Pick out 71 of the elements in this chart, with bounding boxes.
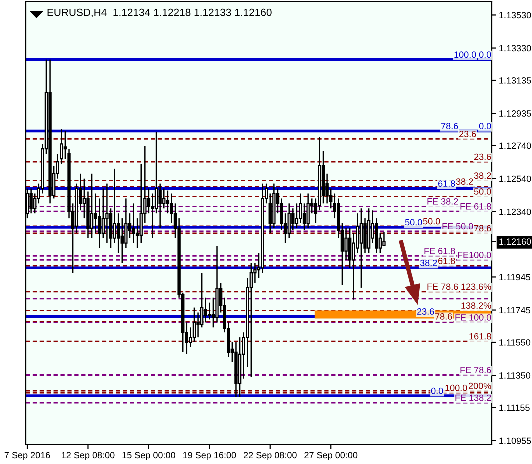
x-tick-label: 15 Sep 00:00 bbox=[122, 452, 176, 460]
text: EURUSD,H4 1.12134 1.12218 1.12133 1.12160 bbox=[48, 8, 272, 18]
candlestick bbox=[250, 262, 254, 378]
candlestick bbox=[306, 193, 310, 230]
candlestick bbox=[162, 188, 166, 210]
candlestick bbox=[192, 307, 196, 344]
y-tick-label: 1.12160 bbox=[500, 238, 532, 246]
y-tick-label: 1.12340 bbox=[500, 208, 532, 216]
annotation: 200% bbox=[468, 382, 492, 390]
candlestick bbox=[344, 228, 348, 261]
annotation: FE 61.8 bbox=[424, 248, 456, 254]
y-tick-label: 1.13530 bbox=[500, 12, 532, 19]
y-tick-label: 1.11350 bbox=[500, 372, 531, 379]
annotation: FE 78.6 bbox=[428, 284, 458, 290]
annotation: 161.8 bbox=[470, 333, 492, 340]
candlestick bbox=[288, 203, 291, 239]
x-tick-label: 27 Sep 00:00 bbox=[304, 452, 358, 460]
annotation: 23.6 bbox=[474, 154, 492, 160]
annotation: 23.6 bbox=[418, 308, 434, 315]
annotation: 50.0 bbox=[423, 218, 440, 225]
annotation: 78.6 bbox=[474, 225, 492, 232]
annotation: 0.0 bbox=[431, 388, 444, 394]
candlestick bbox=[204, 297, 208, 324]
annotation: 100.0 bbox=[446, 384, 468, 392]
annotation: 138.2% bbox=[462, 302, 492, 309]
x-tick-label: 12 Sep 08:00 bbox=[62, 452, 115, 460]
candlestick bbox=[113, 168, 116, 244]
y-tick-label: 1.13135 bbox=[500, 77, 532, 84]
x-tick-label: 19 Sep 16:00 bbox=[184, 452, 236, 460]
y-tick-label: 1.11550 bbox=[500, 339, 531, 346]
candlestick bbox=[90, 173, 94, 239]
y-tick-label: 1.11155 bbox=[500, 404, 530, 412]
annotation: 100.0 bbox=[454, 52, 476, 58]
annotation: 0.0 bbox=[479, 123, 492, 130]
annotation: FE 138.2 bbox=[456, 394, 492, 402]
annotation: 61.8 bbox=[438, 180, 456, 188]
annotation: 23.6 bbox=[460, 131, 476, 138]
y-tick-label: 1.13330 bbox=[500, 45, 532, 52]
annotation: FE 50.0 bbox=[442, 223, 474, 230]
candlestick bbox=[30, 188, 33, 214]
candlestick bbox=[120, 218, 124, 264]
annotation: 38.2 bbox=[456, 178, 474, 186]
candlestick bbox=[382, 231, 386, 247]
annotation: 78.6 bbox=[442, 123, 458, 130]
annotation: 78.6 bbox=[436, 314, 452, 320]
candlestick bbox=[116, 212, 120, 254]
annotation: 123.6% bbox=[462, 284, 492, 290]
candlestick bbox=[208, 302, 212, 320]
y-tick-label: 1.10955 bbox=[500, 438, 532, 444]
y-tick-label: 1.12935 bbox=[500, 110, 532, 117]
x-tick-label: 7 Sep 2016 bbox=[4, 452, 50, 460]
x-tick-label: 22 Sep 08:00 bbox=[244, 452, 297, 460]
annotation: FE 38.2 bbox=[428, 198, 458, 205]
annotation: FE 100.0 bbox=[456, 314, 492, 321]
annotation: 38.2 bbox=[420, 260, 438, 266]
candlestick bbox=[106, 183, 109, 244]
y-tick-label: 1.11945 bbox=[500, 274, 531, 281]
candlestick bbox=[268, 193, 272, 234]
candlestick bbox=[360, 208, 364, 289]
annotation: 61.8 bbox=[438, 258, 456, 264]
annotation: 50.0 bbox=[405, 219, 422, 226]
annotation: FE 78.6 bbox=[460, 367, 492, 374]
annotation: 38.2 bbox=[474, 172, 492, 180]
annotation: 50.0 bbox=[474, 188, 492, 195]
y-tick-label: 1.12540 bbox=[500, 176, 532, 182]
annotation: 0.0 bbox=[479, 52, 492, 58]
candlestick bbox=[158, 183, 162, 230]
y-tick-label: 1.12740 bbox=[500, 142, 532, 150]
y-tick-label: 1.11745 bbox=[500, 307, 531, 314]
annotation: FE 61.8 bbox=[460, 203, 492, 210]
annotation: FE100.0 bbox=[458, 252, 492, 258]
